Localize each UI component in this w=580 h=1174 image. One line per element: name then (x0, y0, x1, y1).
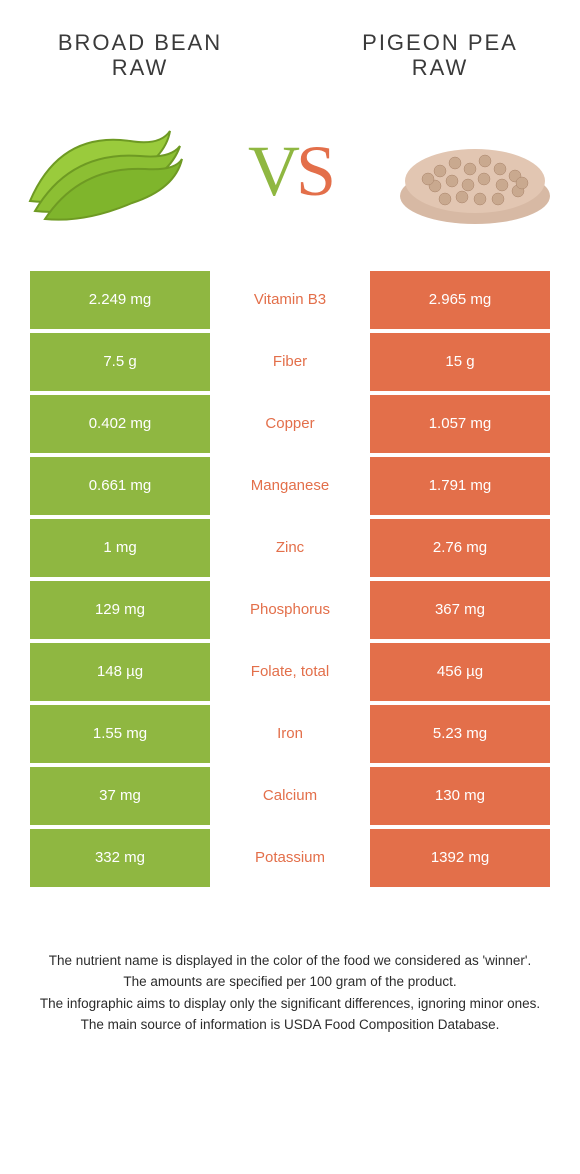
left-title-line1: Broad bean (58, 30, 222, 55)
right-value-cell: 1.057 mg (370, 395, 550, 453)
right-value-cell: 367 mg (370, 581, 550, 639)
right-title-line1: Pigeon pea (362, 30, 518, 55)
right-value-cell: 15 g (370, 333, 550, 391)
vs-s: S (296, 135, 332, 207)
table-row: 1 mgZinc2.76 mg (30, 519, 550, 577)
nutrient-name-cell: Copper (210, 395, 370, 453)
comparison-table: 2.249 mgVitamin B32.965 mg7.5 gFiber15 g… (0, 271, 580, 887)
left-food-image (20, 111, 190, 231)
left-value-cell: 1 mg (30, 519, 210, 577)
nutrient-name-cell: Iron (210, 705, 370, 763)
footer-notes: The nutrient name is displayed in the co… (0, 891, 580, 1035)
right-value-cell: 456 µg (370, 643, 550, 701)
table-row: 2.249 mgVitamin B32.965 mg (30, 271, 550, 329)
left-value-cell: 7.5 g (30, 333, 210, 391)
table-row: 0.661 mgManganese1.791 mg (30, 457, 550, 515)
left-food-title: Broad bean raw (40, 30, 240, 81)
right-value-cell: 5.23 mg (370, 705, 550, 763)
table-row: 129 mgPhosphorus367 mg (30, 581, 550, 639)
table-row: 7.5 gFiber15 g (30, 333, 550, 391)
table-row: 148 µgFolate, total456 µg (30, 643, 550, 701)
header-row: Broad bean raw Pigeon pea raw (0, 0, 580, 91)
table-row: 332 mgPotassium1392 mg (30, 829, 550, 887)
left-value-cell: 0.661 mg (30, 457, 210, 515)
left-value-cell: 148 µg (30, 643, 210, 701)
nutrient-name-cell: Calcium (210, 767, 370, 825)
footer-line-1: The nutrient name is displayed in the co… (30, 951, 550, 971)
right-value-cell: 2.965 mg (370, 271, 550, 329)
vs-v: V (248, 135, 296, 207)
table-row: 1.55 mgIron5.23 mg (30, 705, 550, 763)
nutrient-name-cell: Fiber (210, 333, 370, 391)
right-value-cell: 130 mg (370, 767, 550, 825)
left-title-line2: raw (112, 55, 169, 80)
right-value-cell: 1392 mg (370, 829, 550, 887)
nutrient-name-cell: Folate, total (210, 643, 370, 701)
table-row: 37 mgCalcium130 mg (30, 767, 550, 825)
nutrient-name-cell: Vitamin B3 (210, 271, 370, 329)
left-value-cell: 1.55 mg (30, 705, 210, 763)
left-value-cell: 2.249 mg (30, 271, 210, 329)
left-value-cell: 129 mg (30, 581, 210, 639)
right-food-image (390, 111, 560, 231)
left-value-cell: 37 mg (30, 767, 210, 825)
right-title-line2: raw (412, 55, 469, 80)
infographic-container: Broad bean raw Pigeon pea raw VS (0, 0, 580, 1035)
footer-line-3: The infographic aims to display only the… (30, 994, 550, 1014)
nutrient-name-cell: Phosphorus (210, 581, 370, 639)
table-row: 0.402 mgCopper1.057 mg (30, 395, 550, 453)
right-food-title: Pigeon pea raw (340, 30, 540, 81)
vs-label: VS (248, 135, 332, 207)
nutrient-name-cell: Potassium (210, 829, 370, 887)
nutrient-name-cell: Zinc (210, 519, 370, 577)
right-value-cell: 1.791 mg (370, 457, 550, 515)
footer-line-2: The amounts are specified per 100 gram o… (30, 972, 550, 992)
hero-row: VS (0, 91, 580, 271)
left-value-cell: 332 mg (30, 829, 210, 887)
left-value-cell: 0.402 mg (30, 395, 210, 453)
footer-line-4: The main source of information is USDA F… (30, 1015, 550, 1035)
nutrient-name-cell: Manganese (210, 457, 370, 515)
right-value-cell: 2.76 mg (370, 519, 550, 577)
